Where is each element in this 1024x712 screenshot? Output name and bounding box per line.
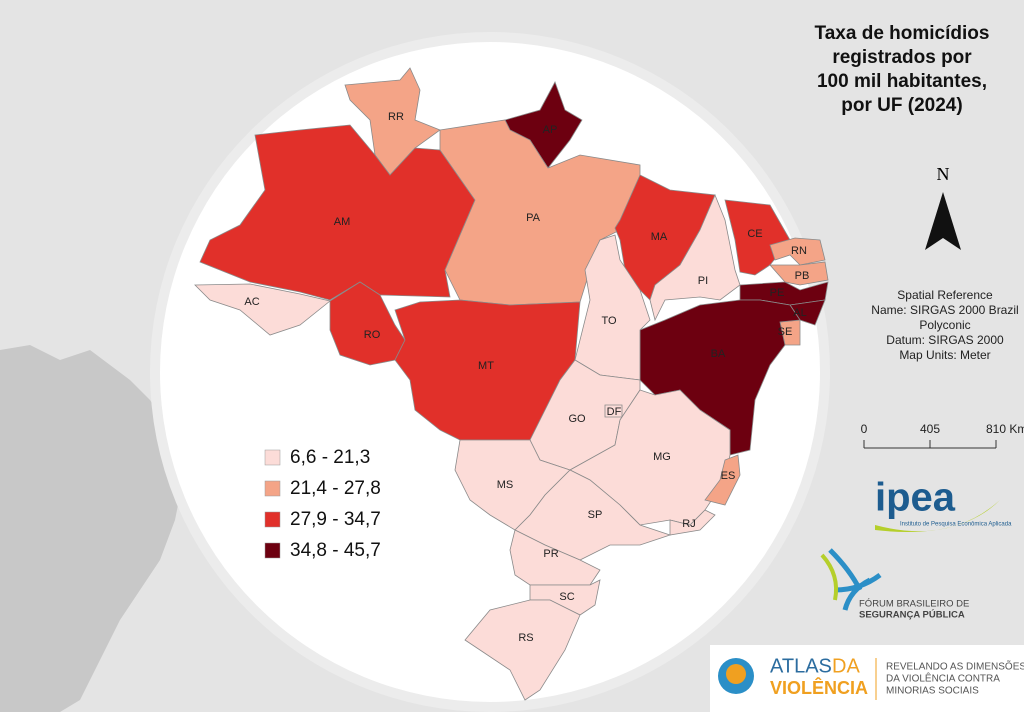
state-label: RN [791, 245, 807, 257]
state [574, 234, 651, 381]
state-label: DF [607, 406, 622, 418]
state-label: MS [497, 479, 514, 491]
forum-logo: FÓRUM BRASILEIRO DE SEGURANÇA PÚBLICA [820, 548, 969, 621]
state [769, 237, 826, 266]
state-label: GO [568, 413, 586, 425]
atlas-word: ATLAS [770, 655, 832, 677]
forum-symbol [828, 548, 882, 611]
state-label: MT [478, 360, 494, 372]
state-label: AC [244, 296, 259, 308]
legend: 6,6 - 21,3 21,4 - 27,8 27,9 - 34,7 34,8 - 4… [264, 447, 381, 561]
legend-swatch [264, 480, 281, 497]
state-label: AM [334, 216, 351, 228]
title-line: Taxa de homicídios [815, 23, 990, 44]
state-label: RR [388, 111, 404, 123]
title: Taxa de homicídios registrados por 100 mil… [815, 23, 990, 116]
ipea-swoosh [875, 500, 1000, 532]
forum-line: SEGURANÇA PÚBLICA [859, 609, 965, 621]
state-label: TO [601, 315, 617, 327]
atlas-violencia: VIOLÊNCIA [770, 677, 868, 698]
legend-label: 21,4 - 27,8 [290, 478, 381, 499]
state [704, 454, 741, 506]
tagline: MINORIAS SOCIAIS [886, 686, 979, 697]
state [464, 599, 581, 701]
state-label: SC [559, 591, 574, 603]
state-label: SP [588, 509, 603, 521]
legend-label: 27,9 - 34,7 [290, 509, 381, 530]
forum-symbol-green [820, 553, 839, 601]
state-label: PE [770, 287, 785, 299]
state-label: RJ [682, 518, 695, 530]
legend-label: 6,6 - 21,3 [290, 447, 370, 468]
legend-swatch [264, 542, 281, 559]
scale-label: 405 [920, 422, 940, 436]
state-label: CE [747, 228, 762, 240]
ipea-text: ipea [875, 476, 956, 520]
title-line: 100 mil habitantes, [817, 71, 987, 92]
state-label: ES [721, 470, 736, 482]
legend-swatch [264, 449, 281, 466]
reference-line: Map Units: Meter [899, 348, 990, 362]
north-label: N [937, 164, 950, 184]
state-label: BA [711, 348, 726, 360]
atlas-banner: ATLAS DA VIOLÊNCIA REVELANDO AS DIMENSÕE… [710, 645, 1024, 712]
reference-line: Polyconic [919, 318, 970, 332]
state-label: PA [526, 212, 541, 224]
states [194, 67, 829, 701]
tagline: DA VIOLÊNCIA CONTRA [886, 672, 1000, 685]
legend-label: 34,8 - 45,7 [290, 540, 381, 561]
forum-line: FÓRUM BRASILEIRO DE [859, 599, 969, 610]
state [199, 124, 476, 301]
north-arrow: N [925, 164, 961, 250]
state-label: PB [795, 270, 810, 282]
state [194, 283, 331, 336]
state-label: RO [364, 329, 381, 341]
reference-line: Name: SIRGAS 2000 Brazil [871, 303, 1018, 317]
state [514, 469, 672, 561]
atlas-icon-inner [726, 664, 746, 684]
continent-silhouette [0, 345, 185, 712]
scale-label: 0 [861, 422, 868, 436]
state-label: RS [518, 632, 533, 644]
scale-bar: 0 405 810 Km [861, 422, 1024, 449]
tagline: REVELANDO AS DIMENSÕES [886, 660, 1024, 673]
title-line: por UF (2024) [841, 95, 962, 116]
state-label: MA [651, 231, 668, 243]
atlas-da: DA [832, 655, 860, 677]
state [439, 119, 641, 306]
state [344, 67, 441, 176]
title-line: registrados por [832, 47, 972, 68]
ipea-logo: ipea Instituto de Pesquisa Econômica Apl… [875, 476, 1012, 532]
legend-swatch [264, 511, 281, 528]
state-label: PR [543, 548, 558, 560]
state-label: AP [543, 124, 558, 136]
state-label: MG [653, 451, 671, 463]
state-label: AL [793, 307, 806, 319]
state [649, 193, 741, 322]
scale-label: 810 Km [986, 422, 1024, 436]
state-label: SE [778, 326, 793, 338]
reference-line: Datum: SIRGAS 2000 [886, 333, 1004, 347]
north-arrow-shape [925, 192, 961, 250]
ipea-subtitle: Instituto de Pesquisa Econômica Aplicada [900, 522, 1012, 528]
reference-line: Spatial Reference [897, 288, 993, 302]
banner-bg [710, 645, 1024, 712]
state-label: PI [698, 275, 708, 287]
